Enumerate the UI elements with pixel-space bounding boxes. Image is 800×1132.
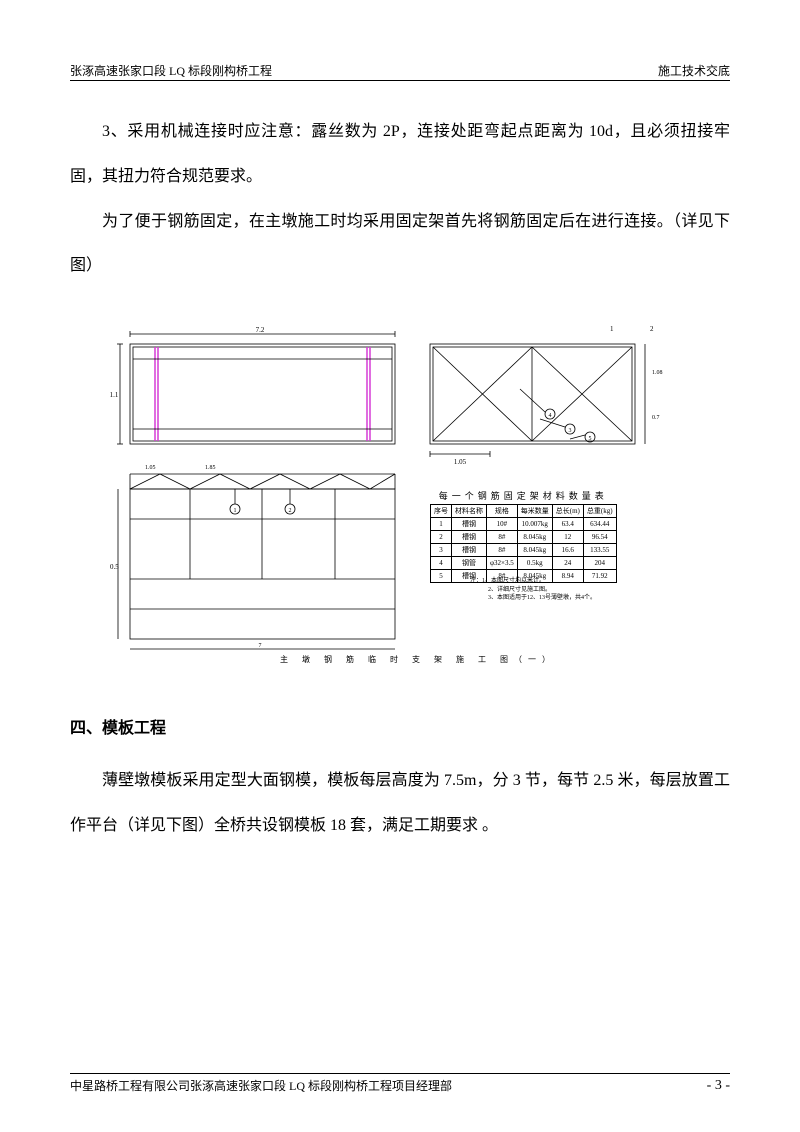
- diagram-notes: 注：1、本图尺寸均以米计。 2、详细尺寸见施工图。 3、本图适用于12、13号薄…: [470, 577, 596, 602]
- svg-text:2: 2: [289, 508, 292, 514]
- svg-text:7.2: 7.2: [256, 326, 265, 334]
- table-row: 2槽钢8#8.045kg1296.54: [431, 531, 617, 544]
- svg-text:1.85: 1.85: [205, 465, 216, 471]
- svg-text:5: 5: [589, 436, 592, 442]
- svg-text:1.05: 1.05: [454, 458, 467, 466]
- paragraph-3: 薄壁墩模板采用定型大面钢模，模板每层高度为 7.5m，分 3 节，每节 2.5 …: [70, 759, 730, 849]
- footer-rule: [70, 1073, 730, 1074]
- svg-text:0.7: 0.7: [652, 415, 660, 421]
- svg-text:1.08: 1.08: [652, 370, 663, 376]
- diagram-area: 7.2 1.1 4: [70, 319, 730, 689]
- table-row: 1槽钢10#10.007kg63.4634.44: [431, 518, 617, 531]
- content-area: 3、采用机械连接时应注意：露丝数为 2P，连接处距弯起点距离为 10d，且必须扭…: [70, 110, 730, 849]
- svg-text:2: 2: [650, 325, 654, 333]
- svg-text:1: 1: [234, 508, 237, 514]
- svg-text:0.5: 0.5: [110, 563, 119, 571]
- svg-text:7: 7: [259, 643, 262, 649]
- svg-text:3: 3: [569, 428, 572, 434]
- svg-text:1.1: 1.1: [110, 391, 119, 399]
- svg-text:4: 4: [549, 413, 552, 419]
- paragraph-1: 3、采用机械连接时应注意：露丝数为 2P，连接处距弯起点距离为 10d，且必须扭…: [70, 110, 730, 200]
- table-title: 每一个钢筋固定架材料数量表: [430, 489, 617, 502]
- svg-text:1: 1: [610, 325, 614, 333]
- table-row: 3槽钢8#8.045kg16.6133.55: [431, 544, 617, 557]
- header-right: 施工技术交底: [658, 62, 730, 79]
- paragraph-2: 为了便于钢筋固定，在主墩施工时均采用固定架首先将钢筋固定后在进行连接。（详见下图…: [70, 200, 730, 290]
- figure-caption: 主 墩 钢 筋 临 时 支 架 施 工 图（一）: [280, 654, 556, 665]
- svg-text:1.05: 1.05: [145, 465, 156, 471]
- section-title: 四、模板工程: [70, 709, 730, 749]
- table-row: 4钢管φ32×3.50.5kg24204: [431, 557, 617, 570]
- material-table: 序号 材料名称 规格 每米数量 总长(m) 总重(kg) 1槽钢10#10.00…: [430, 504, 617, 583]
- table-header-row: 序号 材料名称 规格 每米数量 总长(m) 总重(kg): [431, 505, 617, 518]
- engineering-diagram: 7.2 1.1 4: [70, 319, 730, 679]
- material-table-wrap: 每一个钢筋固定架材料数量表 序号 材料名称 规格 每米数量 总长(m) 总重(k…: [430, 489, 617, 583]
- header-rule: [70, 80, 730, 81]
- footer-left: 中星路桥工程有限公司张涿高速张家口段 LQ 标段刚构桥工程项目经理部: [70, 1077, 452, 1094]
- footer-right: - 3 -: [707, 1078, 730, 1094]
- header-left: 张涿高速张家口段 LQ 标段刚构桥工程: [70, 62, 272, 79]
